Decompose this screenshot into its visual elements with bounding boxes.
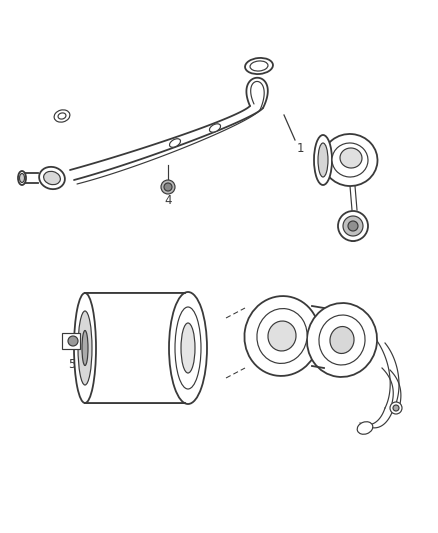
Ellipse shape — [268, 321, 296, 351]
Ellipse shape — [78, 311, 92, 385]
Ellipse shape — [314, 135, 332, 185]
Ellipse shape — [307, 303, 377, 377]
Ellipse shape — [74, 293, 96, 403]
Text: 2: 2 — [146, 378, 154, 392]
Ellipse shape — [169, 292, 207, 404]
Ellipse shape — [170, 139, 180, 147]
Ellipse shape — [322, 134, 378, 186]
Ellipse shape — [209, 124, 221, 132]
Ellipse shape — [39, 167, 65, 189]
Ellipse shape — [393, 405, 399, 411]
Ellipse shape — [18, 171, 26, 185]
Ellipse shape — [318, 143, 328, 177]
Ellipse shape — [332, 143, 368, 177]
FancyBboxPatch shape — [62, 333, 80, 349]
Ellipse shape — [348, 221, 358, 231]
Ellipse shape — [340, 148, 362, 168]
Ellipse shape — [357, 422, 373, 434]
Ellipse shape — [244, 296, 320, 376]
Ellipse shape — [20, 174, 25, 182]
Ellipse shape — [181, 323, 195, 373]
Ellipse shape — [330, 327, 354, 353]
Text: 1: 1 — [296, 141, 304, 155]
Ellipse shape — [257, 309, 307, 364]
Ellipse shape — [175, 307, 201, 389]
Ellipse shape — [161, 180, 175, 194]
Ellipse shape — [390, 402, 402, 414]
Text: 5: 5 — [68, 359, 76, 372]
Ellipse shape — [54, 110, 70, 122]
Bar — [85, 293, 188, 403]
Ellipse shape — [338, 211, 368, 241]
Ellipse shape — [343, 216, 363, 236]
Text: 3: 3 — [350, 231, 357, 245]
Ellipse shape — [245, 58, 273, 74]
Ellipse shape — [44, 171, 60, 184]
Circle shape — [68, 336, 78, 346]
Ellipse shape — [250, 61, 268, 71]
Ellipse shape — [82, 330, 88, 366]
Ellipse shape — [319, 315, 365, 365]
Text: 4: 4 — [164, 193, 172, 206]
Ellipse shape — [164, 183, 172, 191]
